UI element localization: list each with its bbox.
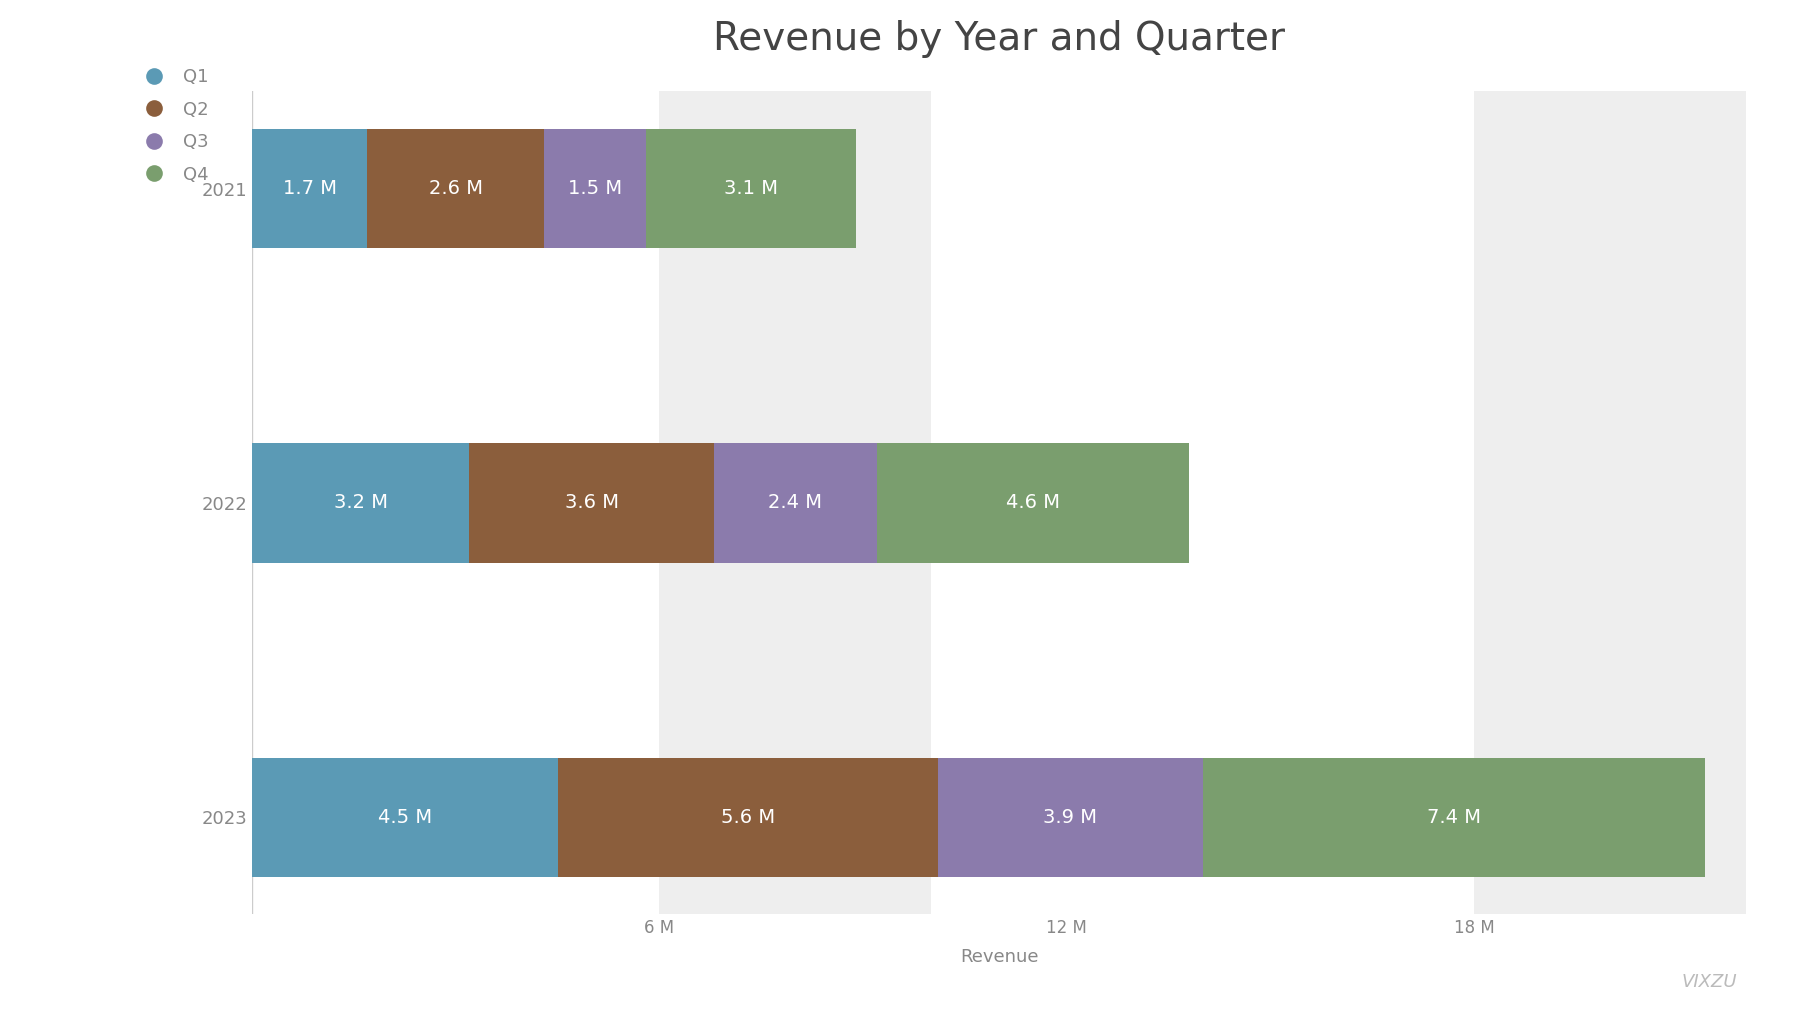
X-axis label: Revenue: Revenue — [959, 948, 1039, 966]
Legend: Q1, Q2, Q3, Q4: Q1, Q2, Q3, Q4 — [126, 59, 218, 193]
Bar — [877, 443, 1190, 563]
Bar — [659, 91, 931, 914]
Bar — [1474, 91, 1746, 914]
Text: VIXZU: VIXZU — [1681, 972, 1737, 991]
Text: 1.7 M: 1.7 M — [283, 179, 337, 198]
Bar — [938, 758, 1202, 877]
Text: 4.5 M: 4.5 M — [378, 808, 432, 827]
Bar — [544, 129, 646, 248]
Bar — [367, 129, 544, 248]
Text: 2.6 M: 2.6 M — [428, 179, 482, 198]
Text: 2.4 M: 2.4 M — [769, 494, 823, 512]
Title: Revenue by Year and Quarter: Revenue by Year and Quarter — [713, 19, 1285, 58]
Bar — [252, 758, 558, 877]
Text: 4.6 M: 4.6 M — [1006, 494, 1060, 512]
Text: 5.6 M: 5.6 M — [720, 808, 774, 827]
Text: 3.1 M: 3.1 M — [724, 179, 778, 198]
Bar — [715, 443, 877, 563]
Bar — [252, 443, 470, 563]
Text: 7.4 M: 7.4 M — [1427, 808, 1481, 827]
Bar — [558, 758, 938, 877]
Bar — [470, 443, 715, 563]
Text: 3.6 M: 3.6 M — [565, 494, 619, 512]
Bar — [1202, 758, 1705, 877]
Text: 1.5 M: 1.5 M — [567, 179, 623, 198]
Text: 3.9 M: 3.9 M — [1044, 808, 1098, 827]
Bar — [646, 129, 857, 248]
Text: 3.2 M: 3.2 M — [333, 494, 387, 512]
Bar — [252, 129, 367, 248]
